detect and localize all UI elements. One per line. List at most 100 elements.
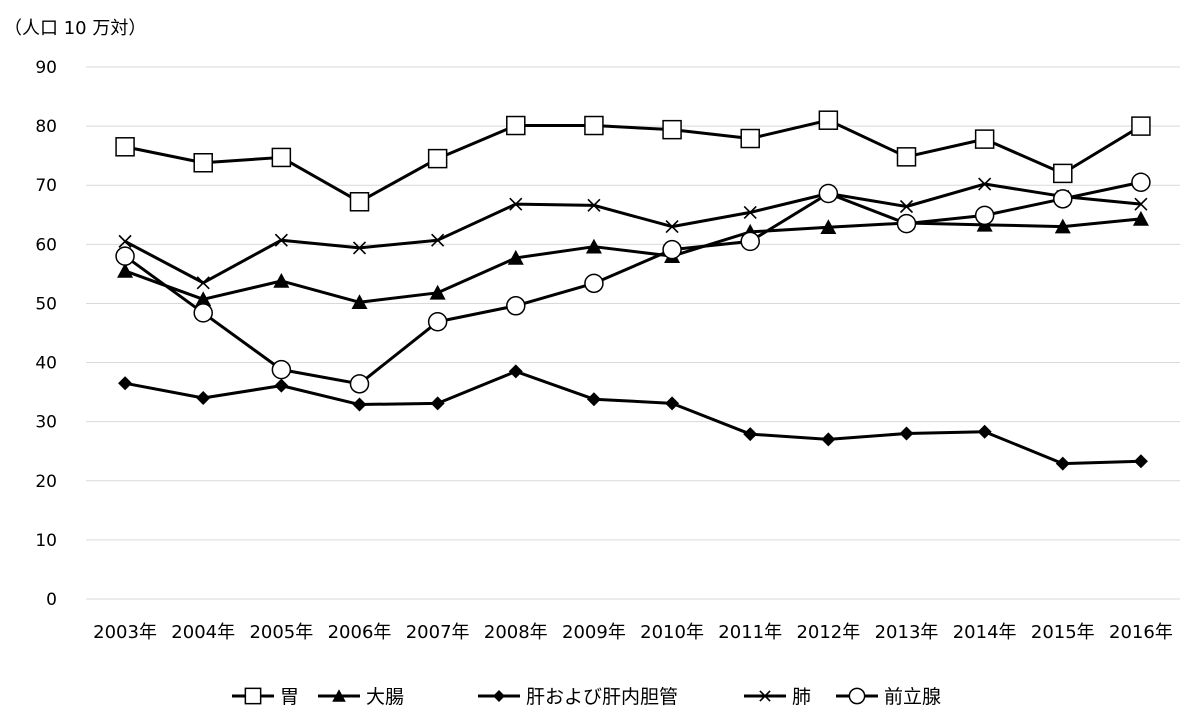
x-axis-ticks: 2003年 2004年 2005年 2006年 2007年 2008年 2009年 2010年…: [93, 622, 1173, 643]
data-point: [1134, 197, 1148, 211]
data-point: [587, 198, 601, 212]
data-point: [506, 115, 526, 136]
data-point: [1055, 456, 1070, 471]
y-tick-label: 80: [35, 117, 57, 137]
legend-item: 大腸: [318, 686, 404, 708]
legend-item: 前立腺: [836, 686, 941, 708]
legend-label: 大腸: [366, 686, 404, 708]
data-point: [974, 129, 995, 149]
series-1: [115, 110, 1151, 212]
data-point: [427, 148, 448, 169]
data-point: [1132, 210, 1149, 226]
data-point: [196, 276, 210, 290]
data-point: [493, 690, 505, 702]
data-point: [584, 115, 604, 136]
series-2: [117, 210, 1149, 310]
data-point: [899, 426, 914, 441]
x-tick-label: 2012年: [796, 622, 860, 643]
x-tick-label: 2010年: [640, 622, 704, 643]
data-point: [117, 262, 134, 278]
series-line: [124, 180, 1142, 386]
data-point: [349, 374, 370, 394]
series-3: [118, 364, 1148, 471]
data-point: [509, 197, 523, 211]
data-point: [274, 378, 289, 393]
data-point: [431, 233, 445, 247]
x-tick-label: 2006年: [328, 622, 392, 643]
data-point: [115, 137, 135, 157]
data-point: [584, 273, 604, 294]
data-point: [743, 427, 758, 442]
data-point: [195, 291, 212, 307]
x-tick-label: 2009年: [562, 622, 626, 643]
series-line: [124, 217, 1142, 304]
series-line: [124, 118, 1142, 204]
series-5: [115, 172, 1151, 394]
y-tick-label: 40: [35, 354, 57, 374]
x-tick-label: 2014年: [953, 622, 1017, 643]
x-tick-label: 2015年: [1031, 622, 1095, 643]
data-point: [662, 239, 682, 260]
y-tick-label: 60: [35, 235, 57, 255]
x-tick-label: 2011年: [718, 622, 782, 643]
data-point: [1053, 189, 1073, 209]
data-point: [427, 312, 448, 332]
data-point: [896, 147, 917, 167]
data-point: [820, 219, 837, 234]
data-point: [118, 376, 133, 391]
data-point: [118, 234, 132, 248]
legend-label: 胃: [280, 686, 299, 708]
series-line: [124, 369, 1141, 466]
x-tick-label: 2013年: [875, 622, 939, 643]
data-point: [193, 303, 213, 323]
y-tick-label: 50: [35, 294, 57, 314]
data-point: [662, 119, 682, 140]
y-tick-label: 70: [35, 176, 57, 196]
data-point: [665, 220, 679, 234]
data-point: [818, 183, 839, 204]
data-point: [430, 396, 445, 411]
y-tick-label: 20: [35, 472, 57, 492]
data-point: [1133, 454, 1148, 469]
data-point: [1053, 163, 1073, 184]
data-point: [273, 272, 290, 288]
data-point: [974, 205, 995, 226]
y-tick-label: 30: [35, 413, 57, 433]
y-tick-label: 90: [35, 58, 57, 78]
data-point: [349, 192, 370, 212]
data-point: [507, 249, 524, 265]
data-point: [1054, 218, 1071, 234]
x-tick-label: 2007年: [406, 622, 470, 643]
data-point: [196, 391, 211, 406]
data-point: [740, 128, 760, 149]
data-point: [332, 689, 346, 702]
y-tick-label: 10: [35, 531, 57, 551]
data-point: [115, 246, 135, 266]
data-point: [274, 233, 288, 247]
data-point: [821, 432, 836, 447]
legend-item: 肺: [744, 686, 811, 708]
data-point: [1131, 172, 1151, 193]
y-axis-unit-label: （人口 10 万対）: [4, 18, 146, 39]
data-point: [899, 199, 914, 214]
legend: 胃 大腸 肝および肝内胆管 肺 前立腺: [232, 686, 941, 708]
data-point: [585, 238, 602, 254]
y-tick-label: 0: [46, 590, 57, 610]
legend-label: 肺: [792, 686, 811, 708]
data-point: [896, 213, 917, 234]
series-line: [124, 182, 1142, 285]
data-point: [848, 687, 866, 705]
data-point: [506, 296, 526, 316]
x-tick-label: 2004年: [171, 622, 235, 643]
data-point: [665, 396, 680, 411]
data-point: [508, 364, 523, 379]
legend-label: 前立腺: [884, 686, 941, 708]
data-point: [193, 153, 213, 173]
data-point: [818, 110, 839, 130]
data-point: [429, 284, 446, 300]
data-point: [1131, 116, 1151, 136]
x-tick-label: 2005年: [249, 622, 313, 643]
data-point: [351, 294, 368, 310]
data-point: [271, 359, 292, 380]
